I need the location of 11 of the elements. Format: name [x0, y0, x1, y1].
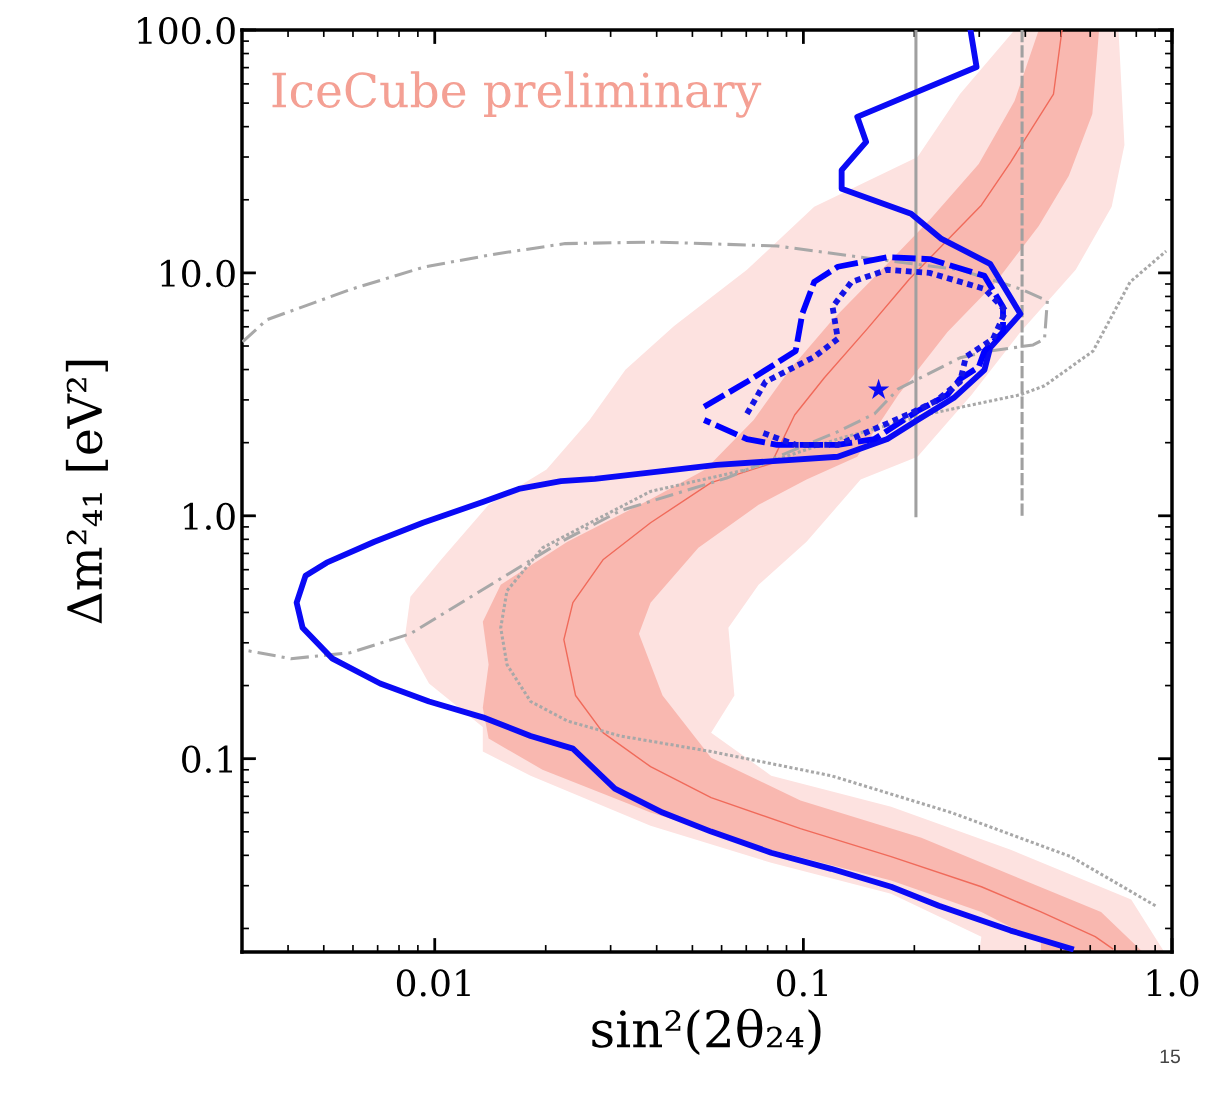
y-tick-label: 10.0: [161, 259, 235, 288]
text: 15: [1160, 1049, 1180, 1064]
x-tick-label: 1.0: [1147, 969, 1199, 997]
y-tick-label: 100.0: [138, 16, 235, 45]
x-axis-title: sin²(2θ₂₄): [592, 1008, 821, 1055]
y-tick-label: 0.1: [182, 745, 233, 773]
x-tick-label: 0.1: [777, 969, 827, 997]
y-tick-label: 1.0: [184, 502, 235, 531]
x-tick-label: 0.01: [396, 969, 470, 997]
y-axis-title: Δm²₄₁ [eV²]: [65, 360, 108, 624]
annotation: IceCube preliminary: [272, 71, 762, 118]
